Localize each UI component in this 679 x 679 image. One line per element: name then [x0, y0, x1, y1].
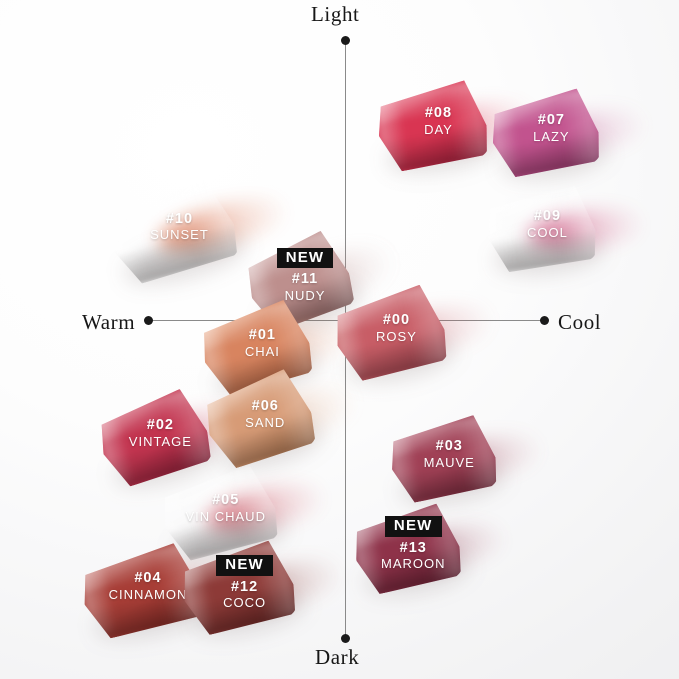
axis-label-warm: Warm: [82, 310, 136, 334]
shade-swatch[interactable]: [385, 413, 546, 511]
shade-swatch[interactable]: [372, 78, 539, 180]
axis-label-dark: Dark: [315, 645, 360, 669]
shade-swatch[interactable]: [487, 86, 650, 186]
swatch-bullet: [92, 385, 216, 491]
axis-label-light: Light: [311, 2, 360, 26]
axis-dot-warm: [144, 316, 153, 325]
axis-label-cool: Cool: [558, 310, 602, 334]
shade-swatch[interactable]: [101, 175, 294, 294]
shade-swatch[interactable]: [349, 501, 510, 603]
axis-dot-cool: [540, 316, 549, 325]
shade-swatch[interactable]: [92, 385, 259, 497]
swatch-bullet: [101, 175, 243, 288]
shade-swatch[interactable]: [483, 184, 647, 280]
axis-dot-dark: [341, 634, 350, 643]
axis-dot-light: [341, 36, 350, 45]
